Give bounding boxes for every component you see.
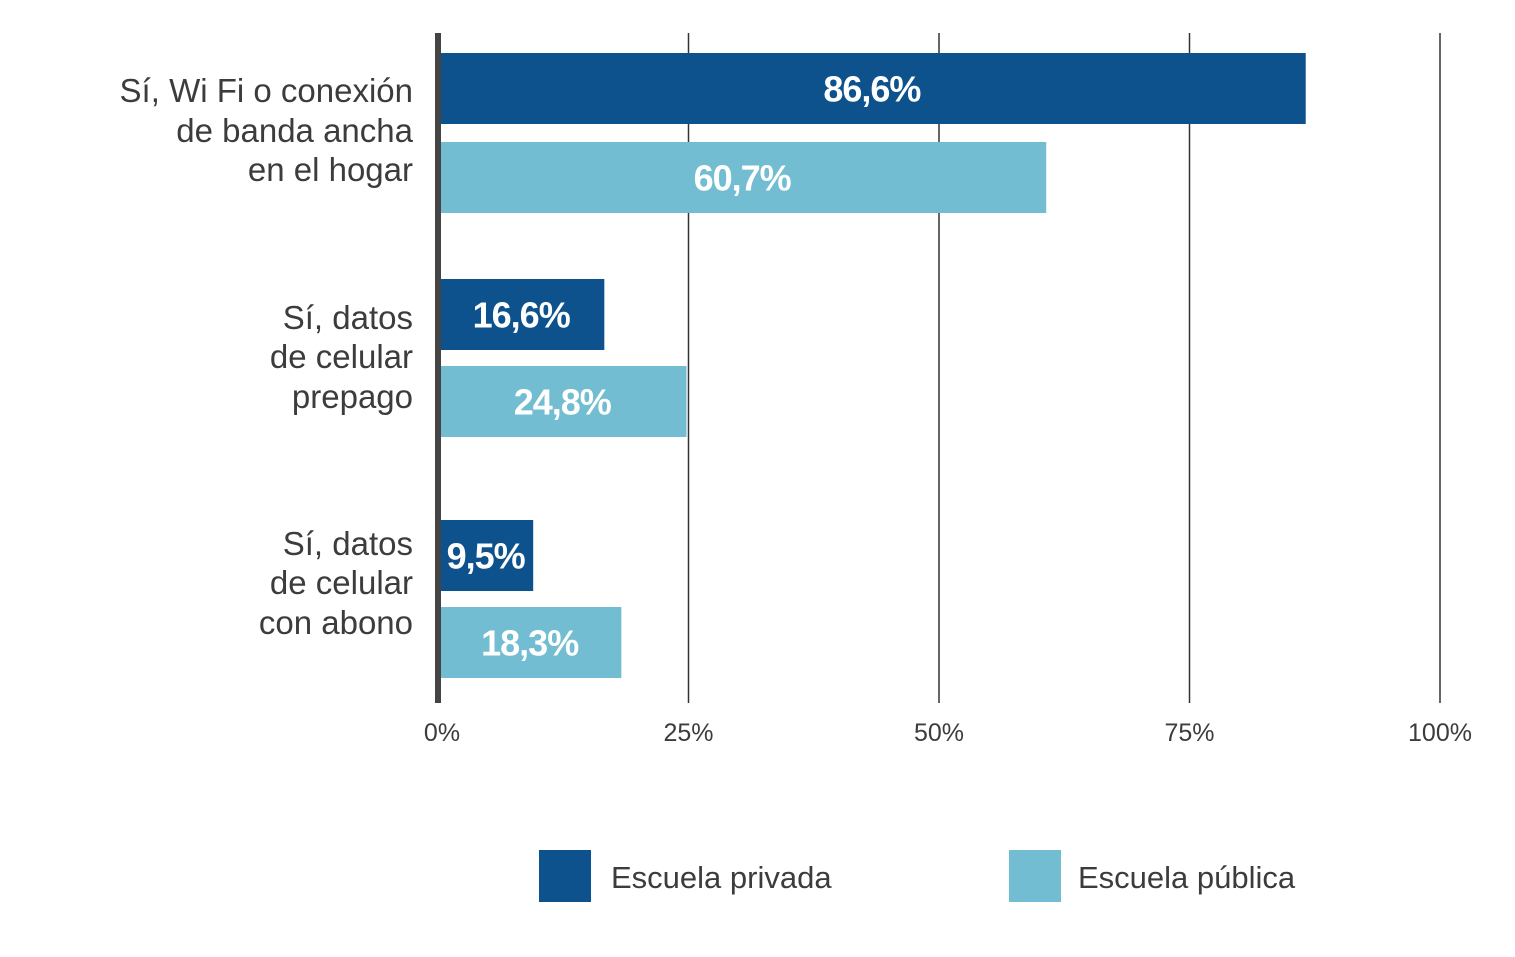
x-tick-label: 50%	[914, 719, 964, 747]
x-tick-label: 25%	[663, 719, 713, 747]
legend-swatch	[539, 850, 591, 902]
data-label: 9,5%	[447, 536, 526, 577]
data-label: 18,3%	[481, 623, 579, 664]
x-tick-label: 0%	[424, 719, 460, 747]
bar-privada	[438, 279, 605, 350]
category-label: en el hogar	[248, 151, 413, 188]
category-label: Sí, datos	[283, 525, 413, 562]
bar-publica	[438, 142, 1047, 213]
category-label: Sí, datos	[283, 299, 413, 336]
category-label: con abono	[259, 604, 413, 641]
data-label: 60,7%	[694, 158, 792, 199]
bar-privada	[438, 53, 1306, 124]
bar-privada	[438, 520, 534, 591]
x-tick-label: 100%	[1408, 719, 1472, 747]
data-label: 24,8%	[514, 382, 612, 423]
data-label: 86,6%	[823, 69, 921, 110]
category-label: Sí, Wi Fi o conexión	[120, 72, 413, 109]
x-tick-label: 75%	[1164, 719, 1214, 747]
bar-publica	[438, 366, 687, 437]
category-label: de celular	[270, 338, 413, 375]
data-label: 16,6%	[473, 295, 571, 336]
category-label: de celular	[270, 564, 413, 601]
legend-label: Escuela privada	[611, 860, 832, 895]
category-label: prepago	[292, 378, 413, 415]
legend-label: Escuela pública	[1078, 860, 1296, 895]
bar-publica	[438, 607, 622, 678]
legend-swatch	[1009, 850, 1061, 902]
category-label: de banda ancha	[176, 112, 413, 149]
